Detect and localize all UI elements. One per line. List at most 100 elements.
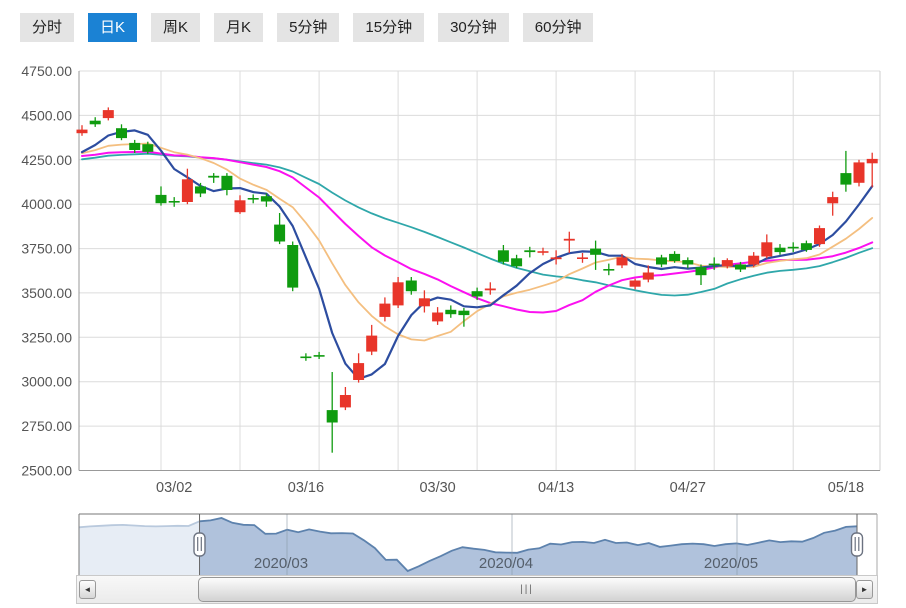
candle-body [168,201,180,203]
right-arrow-icon: ► [860,585,869,594]
candle[interactable] [497,245,509,265]
candle[interactable] [353,353,365,383]
candle-body [550,257,562,260]
candle[interactable] [89,117,101,127]
candle[interactable] [550,250,562,265]
candle[interactable] [168,197,180,207]
candle[interactable] [181,168,193,205]
candle[interactable] [563,231,575,253]
navigator-selected-area-fill[interactable] [199,518,858,575]
candle[interactable] [748,252,760,268]
candle[interactable] [656,254,667,268]
candle[interactable] [577,253,588,263]
navigator-right-handle[interactable] [850,532,864,557]
navigator-left-handle[interactable] [193,532,206,557]
scroll-left-button[interactable]: ◄ [79,580,96,599]
candle[interactable] [366,324,378,356]
candle-body [669,253,681,261]
candle[interactable] [735,261,746,272]
candle[interactable] [260,193,272,207]
candle[interactable] [629,278,641,290]
candle[interactable] [814,225,825,247]
candle[interactable] [787,242,799,253]
candle[interactable] [774,244,786,255]
candle[interactable] [537,247,549,256]
candle-body [76,129,88,134]
tab-5min[interactable]: 5分钟 [277,13,340,42]
tab-60min[interactable]: 60分钟 [522,13,594,42]
y-axis-labels: 4750.00 4500.00 4250.00 4000.00 3750.00 3500.… [21,63,72,479]
candle[interactable] [392,277,404,308]
candle-body [511,258,523,267]
candle[interactable] [458,308,470,327]
candle[interactable] [524,246,536,258]
candle[interactable] [590,240,602,270]
candle[interactable] [274,213,286,245]
y-axis-label: 3750.00 [21,241,72,257]
candle-body [221,175,233,190]
candle[interactable] [484,282,496,295]
tab-daily-k[interactable]: 日K [88,13,138,42]
candle[interactable] [208,173,220,183]
candle[interactable] [616,253,628,269]
candle-body [234,200,246,213]
candle[interactable] [511,254,523,269]
candle[interactable] [853,159,865,187]
candle[interactable] [234,195,246,214]
candle[interactable] [405,277,417,295]
candle[interactable] [76,125,88,136]
candle[interactable] [326,372,338,453]
candle-body [800,243,812,250]
candle-body [405,280,417,292]
candle[interactable] [445,305,457,318]
candle[interactable] [471,287,483,300]
tab-weekly-k[interactable]: 周K [151,13,201,42]
candle[interactable] [866,152,878,188]
plot-area[interactable] [79,71,880,471]
candle[interactable] [603,263,615,276]
candle[interactable] [155,186,167,206]
candle[interactable] [827,191,839,216]
tab-30min[interactable]: 30分钟 [438,13,509,42]
candle[interactable] [221,173,233,196]
candle[interactable] [102,107,114,121]
candle-body [603,269,615,271]
candles [76,107,878,453]
navigator-selected-area-line [199,517,858,573]
candle[interactable] [708,257,720,270]
candle[interactable] [300,353,312,361]
candle[interactable] [116,124,127,141]
candle[interactable] [142,141,154,155]
candle[interactable] [840,150,852,192]
candle[interactable] [129,139,141,153]
candle[interactable] [695,264,707,286]
scroll-right-button[interactable]: ► [856,580,873,599]
tab-monthly-k[interactable]: 月K [214,13,264,42]
candle[interactable] [721,258,733,269]
candle[interactable] [313,351,325,359]
tab-15min[interactable]: 15分钟 [353,13,425,42]
tab-minute-line[interactable]: 分时 [20,13,75,42]
candle-body [379,303,391,317]
navigator-left-handle-grip-body [193,532,206,557]
candle-body [142,144,154,152]
candle[interactable] [339,387,351,411]
candle[interactable] [247,194,259,204]
candle-body [814,228,825,245]
candle[interactable] [287,241,299,292]
candle[interactable] [682,257,694,269]
candle[interactable] [432,307,444,325]
x-axis-label: 03/16 [288,480,324,496]
y-axis-label: 3250.00 [21,329,72,345]
navigator-unselected-area-fill[interactable] [79,521,200,575]
scroll-thumb[interactable]: ||| [198,577,856,602]
navigator: 2020/03 2020/04 2020/05 [78,513,878,575]
candle[interactable] [379,297,391,322]
candle[interactable] [669,251,681,263]
candle[interactable] [195,182,206,198]
candle[interactable] [418,290,430,313]
candle[interactable] [800,240,812,252]
candle-body [537,251,549,253]
candle[interactable] [642,265,654,283]
candle[interactable] [761,234,773,259]
